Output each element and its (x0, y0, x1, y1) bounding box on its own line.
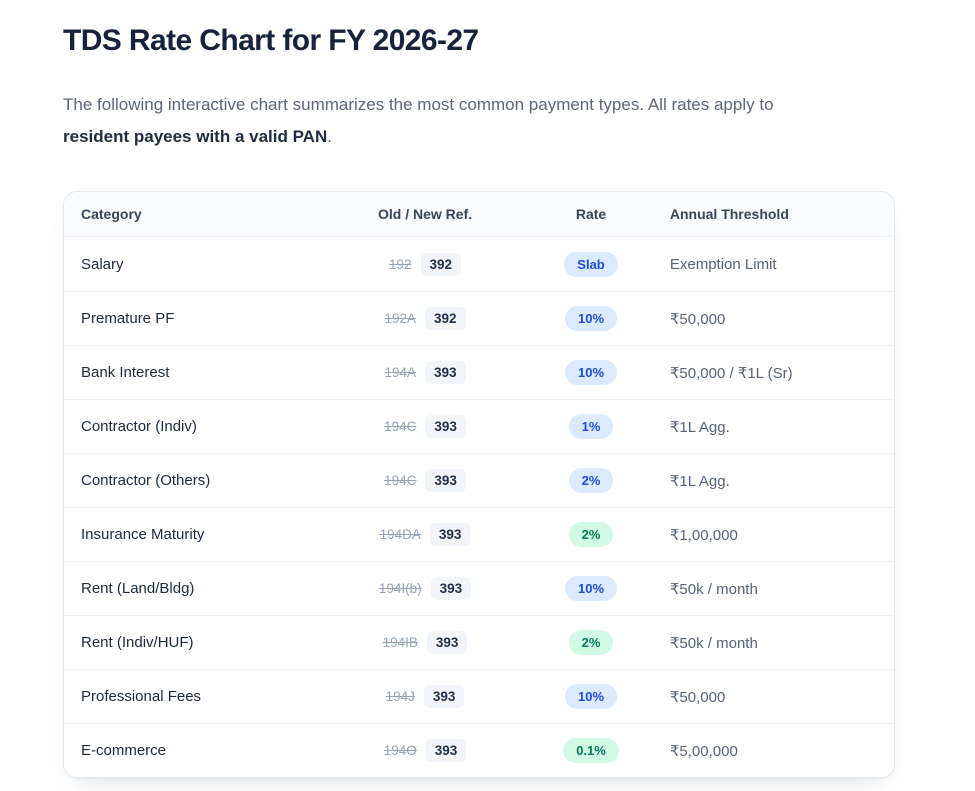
threshold-cell: ₹50k / month (669, 580, 758, 598)
category-cell: Rent (Land/Bldg) (81, 580, 195, 597)
category-cell: Professional Fees (81, 688, 202, 705)
new-section-ref-chip: 392 (425, 307, 466, 330)
new-section-ref-chip: 393 (425, 739, 467, 762)
rate-badge: 10% (565, 360, 618, 385)
rate-badge: Slab (564, 251, 618, 277)
rate-badge: 2% (568, 522, 614, 547)
new-section-ref-chip: 393 (430, 577, 472, 600)
rate-badge: 0.1% (563, 738, 619, 763)
rate-cell: 10% (512, 684, 670, 709)
rate-cell: 10% (512, 576, 670, 601)
intro-normal: The following interactive chart summariz… (63, 95, 774, 114)
threshold-cell: ₹1L Agg. (669, 418, 730, 436)
old-section-ref: 194DA (379, 527, 421, 542)
ref-cell: 194C 393 (338, 469, 512, 492)
ref-cell: 192A 392 (338, 307, 512, 330)
threshold-cell: ₹50,000 (669, 310, 726, 328)
threshold-cell: ₹50k / month (669, 634, 758, 652)
table-body: Salary 192 392 Slab Exemption Limit Prem… (64, 237, 894, 777)
rate-badge: 2% (568, 468, 614, 493)
new-section-ref-chip: 393 (425, 469, 466, 492)
old-section-ref: 194O (383, 743, 417, 758)
rate-badge: 10% (565, 576, 618, 601)
threshold-cell: ₹1L Agg. (669, 472, 730, 490)
ref-cell: 194C 393 (338, 415, 512, 438)
new-section-ref-chip: 393 (425, 361, 466, 384)
column-header-annual-threshold: Annual Threshold (669, 206, 789, 222)
intro-text: The following interactive chart summariz… (63, 89, 895, 153)
rate-cell: 10% (512, 360, 670, 385)
threshold-cell: ₹1,00,000 (669, 526, 738, 544)
table-row[interactable]: Contractor (Others) 194C 393 2% ₹1L Agg. (64, 453, 894, 507)
old-section-ref: 192A (384, 311, 417, 326)
ref-cell: 194I(b) 393 (338, 577, 512, 600)
rate-cell: 2% (512, 522, 670, 547)
threshold-cell: ₹50,000 / ₹1L (Sr) (669, 364, 793, 382)
table-row[interactable]: Rent (Indiv/HUF) 194IB 393 2% ₹50k / mon… (64, 615, 894, 669)
table-row[interactable]: Contractor (Indiv) 194C 393 1% ₹1L Agg. (64, 399, 894, 453)
rate-cell: Slab (512, 251, 670, 277)
table-row[interactable]: E-commerce 194O 393 0.1% ₹5,00,000 (64, 723, 894, 777)
ref-cell: 194O 393 (338, 739, 512, 762)
page-title: TDS Rate Chart for FY 2026-27 (63, 24, 479, 57)
new-section-ref-chip: 393 (425, 415, 466, 438)
old-section-ref: 194C (384, 419, 417, 434)
rate-badge: 10% (565, 684, 618, 709)
threshold-cell: ₹50,000 (669, 688, 726, 706)
category-cell: Rent (Indiv/HUF) (81, 634, 194, 651)
rate-cell: 1% (512, 414, 670, 439)
new-section-ref-chip: 393 (423, 685, 465, 708)
table-row[interactable]: Bank Interest 194A 393 10% ₹50,000 / ₹1L… (64, 345, 894, 399)
rate-badge: 10% (565, 306, 618, 331)
table-row[interactable]: Salary 192 392 Slab Exemption Limit (64, 237, 894, 291)
old-section-ref: 194C (384, 473, 417, 488)
rate-badge: 2% (568, 630, 614, 655)
table-row[interactable]: Professional Fees 194J 393 10% ₹50,000 (64, 669, 894, 723)
tds-rate-table: Category Old / New Ref. Rate Annual Thre… (63, 191, 895, 778)
old-section-ref: 194A (384, 365, 417, 380)
new-section-ref-chip: 392 (420, 252, 462, 276)
rate-cell: 0.1% (512, 738, 670, 763)
column-header-rate: Rate (575, 206, 607, 222)
ref-cell: 194A 393 (338, 361, 512, 384)
category-cell: Premature PF (81, 310, 175, 327)
intro-strong: resident payees with a valid PAN (63, 127, 328, 146)
rate-cell: 2% (512, 630, 670, 655)
table-row[interactable]: Rent (Land/Bldg) 194I(b) 393 10% ₹50k / … (64, 561, 894, 615)
old-section-ref: 194I(b) (378, 581, 422, 596)
old-section-ref: 194J (385, 689, 415, 704)
rate-cell: 10% (512, 306, 670, 331)
category-cell: E-commerce (81, 742, 167, 759)
rate-badge: 1% (568, 414, 614, 439)
category-cell: Contractor (Others) (81, 472, 211, 489)
threshold-cell: Exemption Limit (669, 255, 777, 273)
table-row[interactable]: Insurance Maturity 194DA 393 2% ₹1,00,00… (64, 507, 894, 561)
table-row[interactable]: Premature PF 192A 392 10% ₹50,000 (64, 291, 894, 345)
intro-period: . (327, 127, 332, 146)
column-header-old-new-ref: Old / New Ref. (377, 206, 473, 222)
category-cell: Contractor (Indiv) (81, 418, 197, 435)
old-section-ref: 194IB (382, 635, 418, 650)
category-cell: Insurance Maturity (81, 526, 205, 543)
ref-cell: 194IB 393 (338, 631, 512, 654)
old-section-ref: 192 (389, 256, 412, 272)
column-header-category: Category (81, 206, 142, 222)
new-section-ref-chip: 393 (429, 523, 471, 546)
ref-cell: 192 392 (338, 252, 512, 276)
ref-cell: 194J 393 (338, 685, 512, 708)
category-cell: Salary (81, 255, 124, 273)
new-section-ref-chip: 393 (426, 631, 468, 654)
category-cell: Bank Interest (81, 364, 170, 381)
table-header-row: Category Old / New Ref. Rate Annual Thre… (64, 192, 894, 237)
ref-cell: 194DA 393 (338, 523, 512, 546)
threshold-cell: ₹5,00,000 (669, 742, 738, 760)
rate-cell: 2% (512, 468, 670, 493)
